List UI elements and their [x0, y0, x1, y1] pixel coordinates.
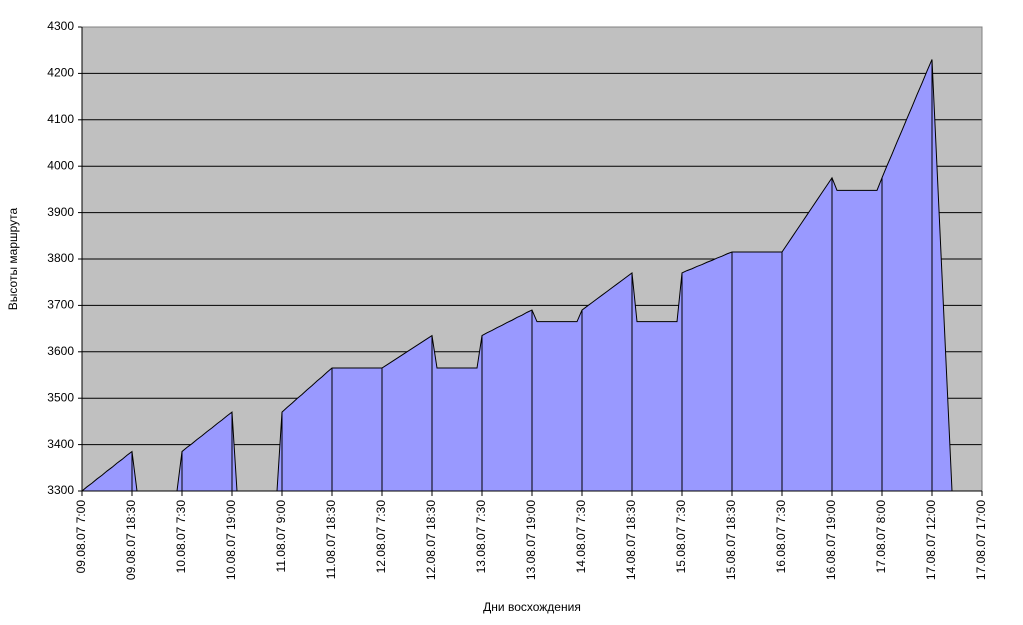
y-axis-title: Высоты маршрута: [6, 207, 20, 310]
x-tick-label: 16.08.07 19:00: [824, 500, 838, 580]
y-tick-label: 3700: [47, 298, 74, 312]
x-tick-label: 10.08.07 19:00: [224, 500, 238, 580]
y-tick-label: 3800: [47, 251, 74, 265]
x-tick-label: 17.08.07 12:00: [924, 500, 938, 580]
x-tick-label: 15.08.07 7:30: [674, 500, 688, 574]
y-tick-label: 4000: [47, 158, 74, 172]
x-tick-label: 17.08.07 8:00: [874, 500, 888, 574]
x-tick-label: 14.08.07 7:30: [574, 500, 588, 574]
x-tick-label: 09.08.07 18:30: [124, 500, 138, 580]
x-tick-label: 14.08.07 18:30: [624, 500, 638, 580]
x-tick-label: 09.08.07 7:00: [74, 500, 88, 574]
x-axis-title: Дни восхождения: [483, 600, 581, 614]
x-tick-label: 13.08.07 19:00: [524, 500, 538, 580]
y-tick-label: 4300: [47, 19, 74, 33]
x-tick-label: 17.08.07 17:00: [974, 500, 988, 580]
area-line: [81, 59, 953, 492]
x-tick-label: 10.08.07 7:30: [174, 500, 188, 574]
x-tick-label: 13.08.07 7:30: [474, 500, 488, 574]
y-tick-label: 4200: [47, 66, 74, 80]
y-tick-label: 3900: [47, 205, 74, 219]
x-tick-label: 11.08.07 9:00: [274, 500, 288, 573]
y-tick-label: 3400: [47, 437, 74, 451]
x-tick-label: 12.08.07 18:30: [424, 500, 438, 580]
y-tick-label: 3300: [47, 483, 74, 497]
area: [82, 59, 952, 491]
x-tick-label: 11.08.07 18:30: [324, 500, 338, 580]
y-tick-label: 3500: [47, 390, 74, 404]
x-tick-label: 15.08.07 18:30: [724, 500, 738, 580]
x-tick-label: 16.08.07 7:30: [774, 500, 788, 574]
x-tick-label: 12.08.07 7:30: [374, 500, 388, 574]
y-tick-label: 4100: [47, 112, 74, 126]
y-tick-label: 3600: [47, 344, 74, 358]
